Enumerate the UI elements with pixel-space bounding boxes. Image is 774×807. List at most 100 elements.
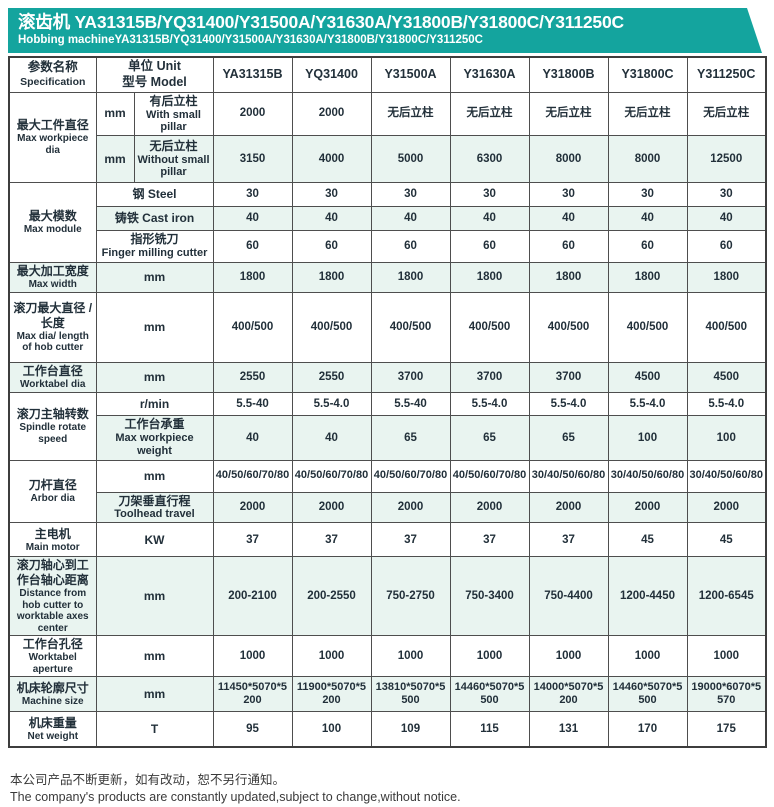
value-cell: 1000 (212, 635, 293, 678)
spec-row: 最大模数 Max module 钢 Steel 30 30 30 30 30 30 30 (8, 181, 767, 263)
unit-cell: 工作台承重 Max workpiece weight (95, 414, 214, 461)
value-cell: 8000 (607, 134, 688, 183)
value-cell: 1000 (528, 635, 609, 678)
value-cell: 1800 (686, 261, 767, 293)
value-cell: 无后立柱 (686, 91, 767, 136)
value-cell: 40/50/60/70/80 (370, 459, 451, 493)
table-header-row: 参数名称 Specification 单位 Unit 型号 Model YA31… (8, 56, 767, 93)
spec-row: 最大工件直径 Max workpiece dia mm 有后立柱 With small … (8, 91, 767, 183)
unit-cell: mm (95, 459, 214, 493)
value-cell: 13810*5070*5500 (370, 676, 451, 713)
value-cell: 30 (528, 181, 609, 207)
spec-label: 主电机 Main motor (8, 522, 97, 558)
value-cell: 40/50/60/70/80 (449, 459, 530, 493)
value-cell: 100 (291, 711, 372, 748)
value-cell: 6300 (449, 134, 530, 183)
unit-cell: 刀架垂直行程 Toolhead travel (95, 491, 214, 524)
footer-note-en: The company's products are constantly up… (10, 790, 461, 805)
value-cell: 1200-6545 (686, 556, 767, 637)
value-cell: 1000 (291, 635, 372, 678)
spec-row: 最大加工宽度 Max width mm 1800 1800 1800 1800 1800 180… (8, 261, 767, 293)
value-cell: 60 (370, 229, 451, 263)
value-cell: 60 (291, 229, 372, 263)
value-cell: 5.5-4.0 (528, 391, 609, 416)
value-cell: 65 (370, 414, 451, 461)
value-cell: 无后立柱 (528, 91, 609, 136)
value-cell: 400/500 (607, 291, 688, 363)
value-cell: 400/500 (528, 291, 609, 363)
value-cell: 115 (449, 711, 530, 748)
unit-cell: KW (95, 522, 214, 558)
value-cell: 1800 (528, 261, 609, 293)
value-cell: 40/50/60/70/80 (291, 459, 372, 493)
spec-row: 工作台承重 Max workpiece weight 40 40 65 65 65 100 10… (9, 414, 767, 461)
value-cell: 200-2550 (291, 556, 372, 637)
spec-label: 滚刀轴心到工作台轴心距离 Distance from hob cutter to … (8, 556, 97, 637)
header-model-yq31400: YQ31400 (291, 56, 372, 93)
value-cell: 5.5-40 (370, 391, 451, 416)
spec-label: 机床轮廓尺寸 Machine size (8, 676, 97, 713)
value-cell: 40 (291, 205, 372, 231)
value-cell: 40 (528, 205, 609, 231)
spec-row: 刀杆直径 Arbor dia mm 40/50/60/70/80 40/50/60/70… (8, 459, 767, 524)
spec-row: 铸铁 Cast iron 40 40 40 40 40 40 40 (9, 205, 767, 231)
value-cell: 5.5-4.0 (291, 391, 372, 416)
value-cell: 3700 (370, 361, 451, 393)
value-cell: 37 (449, 522, 530, 558)
unit-cell: mm (95, 676, 214, 713)
value-cell: 45 (607, 522, 688, 558)
unit-cell: mm (95, 91, 135, 136)
value-cell: 30/40/50/60/80 (528, 459, 609, 493)
spec-row: 工作台孔径 Worktabel aperture mm 1000 1000 1000 100… (8, 635, 767, 678)
unit-cell: r/min (95, 391, 214, 416)
value-cell: 3700 (449, 361, 530, 393)
value-cell: 200-2100 (212, 556, 293, 637)
spec-label: 最大模数 Max module (8, 181, 97, 263)
unit-cell: mm (95, 134, 135, 183)
value-cell: 109 (370, 711, 451, 748)
value-cell: 100 (607, 414, 688, 461)
value-cell: 2000 (449, 491, 530, 524)
value-cell: 3150 (212, 134, 293, 183)
value-cell: 400/500 (449, 291, 530, 363)
value-cell: 1800 (370, 261, 451, 293)
spec-row: 滚刀最大直径 / 长度 Max dia/ length of hob cutter… (8, 291, 767, 363)
spec-label: 滚刀最大直径 / 长度 Max dia/ length of hob cutter (8, 291, 97, 363)
header-specification-zh: 参数名称 (27, 60, 78, 75)
spec-label: 机床重量 Net weight (8, 711, 97, 748)
value-cell: 4000 (291, 134, 372, 183)
value-cell: 30/40/50/60/80 (607, 459, 688, 493)
specification-table: 参数名称 Specification 单位 Unit 型号 Model YA31… (8, 56, 767, 748)
value-cell: 1000 (370, 635, 451, 678)
spec-row: 滚刀轴心到工作台轴心距离 Distance from hob cutter to … (8, 556, 767, 637)
header-model-y31800b: Y31800B (528, 56, 609, 93)
value-cell: 400/500 (370, 291, 451, 363)
value-cell: 60 (212, 229, 293, 263)
value-cell: 30 (607, 181, 688, 207)
value-cell: 37 (291, 522, 372, 558)
value-cell: 2000 (607, 491, 688, 524)
spec-row: 主电机 Main motor KW 37 37 37 37 37 45 45 (8, 522, 767, 558)
value-cell: 1000 (607, 635, 688, 678)
header-model-y31630a: Y31630A (449, 56, 530, 93)
value-cell: 1000 (686, 635, 767, 678)
value-cell: 750-3400 (449, 556, 530, 637)
value-cell: 40 (449, 205, 530, 231)
header-model-ya31315b: YA31315B (212, 56, 293, 93)
value-cell: 131 (528, 711, 609, 748)
spec-row: 滚刀主轴转数 Spindle rotate speed r/min 5.5-40 5.5… (8, 391, 767, 461)
value-cell: 30 (686, 181, 767, 207)
value-cell: 5.5-4.0 (686, 391, 767, 416)
value-cell: 5.5-4.0 (607, 391, 688, 416)
value-cell: 5.5-40 (212, 391, 293, 416)
header-specification: 参数名称 Specification (8, 56, 97, 93)
value-cell: 400/500 (686, 291, 767, 363)
value-cell: 2000 (370, 491, 451, 524)
value-cell: 2550 (291, 361, 372, 393)
value-cell: 1200-4450 (607, 556, 688, 637)
value-cell: 14460*5070*5500 (607, 676, 688, 713)
value-cell: 30/40/50/60/80 (686, 459, 767, 493)
value-cell: 无后立柱 (607, 91, 688, 136)
value-cell: 12500 (686, 134, 767, 183)
